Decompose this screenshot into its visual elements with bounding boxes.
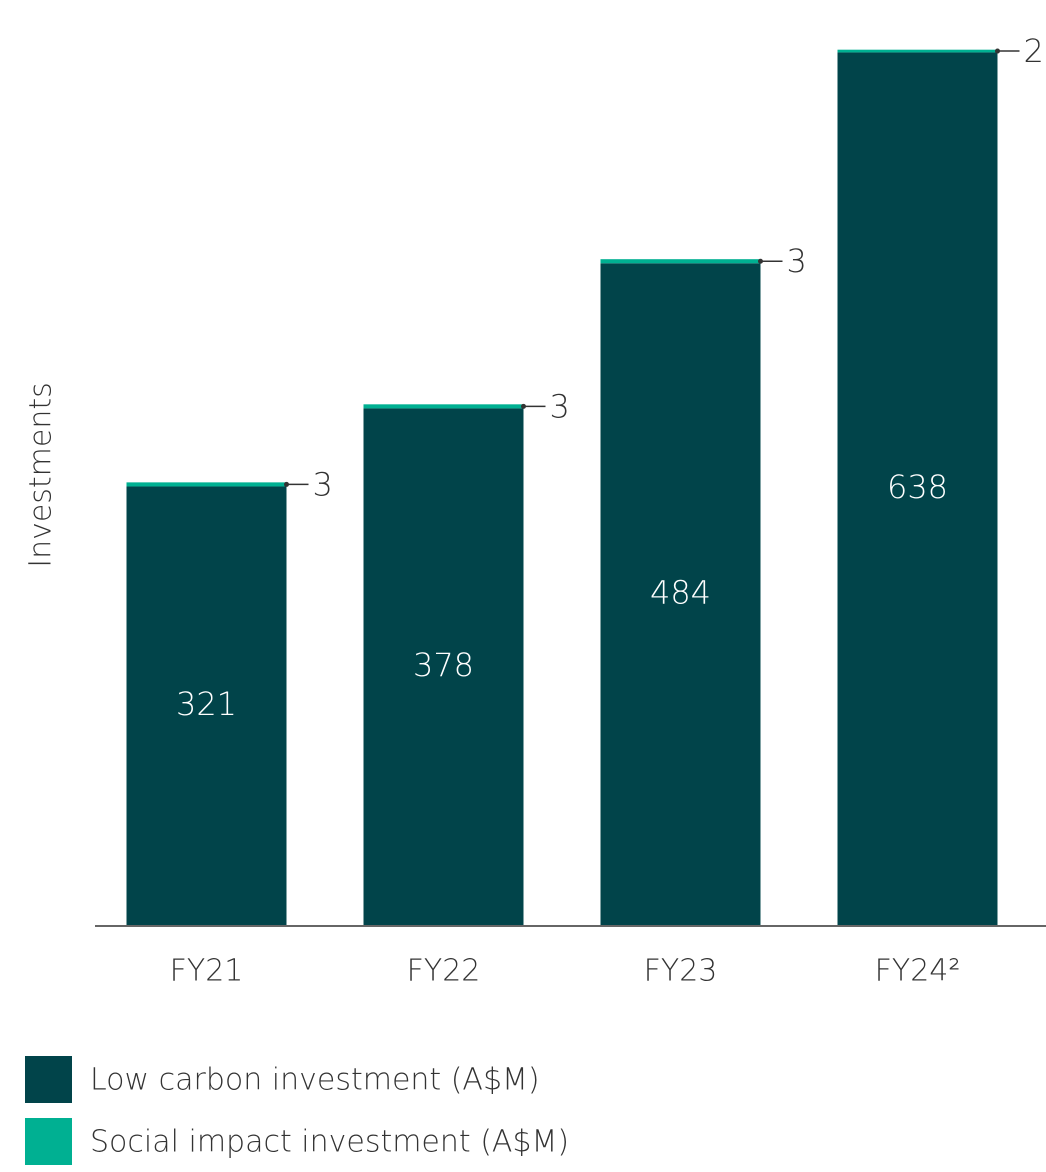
x-tick-label: FY23 <box>644 954 718 989</box>
legend-label: Social impact investment (A$M) <box>90 1125 569 1160</box>
legend-label: Low carbon investment (A$M) <box>90 1063 540 1098</box>
x-tick-label: FY22 <box>407 954 481 989</box>
bar-segment <box>126 486 287 926</box>
bar-segment <box>363 408 524 926</box>
y-axis-label: Investments <box>24 382 59 568</box>
value-label: 484 <box>650 574 711 612</box>
value-label: 3 <box>313 465 333 503</box>
bar-segment <box>600 263 761 926</box>
bar-segment <box>600 259 761 264</box>
x-tick-label: FY21 <box>170 954 244 989</box>
value-label: 638 <box>887 468 948 506</box>
bar-segment <box>363 404 524 409</box>
value-label: 321 <box>176 685 237 723</box>
value-label: 2 <box>1024 32 1044 70</box>
value-label: 3 <box>550 387 570 425</box>
legend-swatch <box>25 1118 72 1165</box>
bar-segment <box>837 52 998 926</box>
x-tick-label: FY24² <box>875 954 961 989</box>
value-label: 378 <box>413 646 474 684</box>
value-label: 3 <box>787 242 807 280</box>
legend-swatch <box>25 1056 72 1103</box>
bar-segment <box>837 49 998 53</box>
bar-segment <box>126 482 287 487</box>
